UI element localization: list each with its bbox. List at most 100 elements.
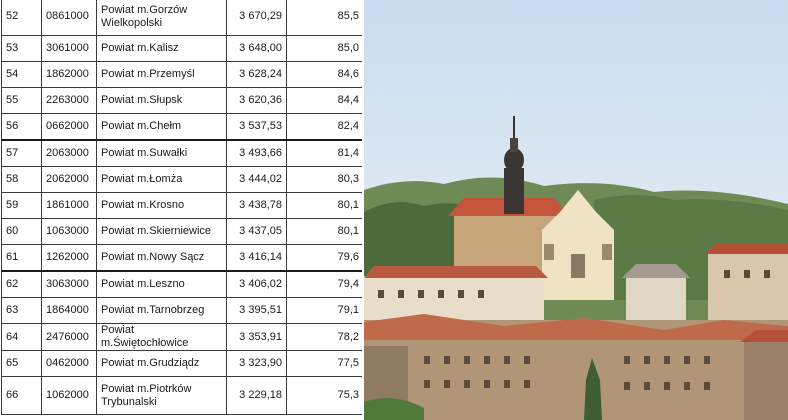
row-number: 66	[1, 376, 42, 415]
value-cell: 3 620,36	[226, 87, 287, 114]
church-window-right	[602, 244, 612, 260]
percent-cell: 85,5	[286, 0, 362, 36]
percent-cell: 84,6	[286, 61, 362, 88]
territory-code: 1864000	[41, 297, 97, 324]
value-cell: 3 406,02	[226, 270, 287, 298]
district-name: Powiat m.Słupsk	[96, 87, 227, 114]
row-number: 60	[1, 218, 42, 245]
row-number: 52	[1, 0, 42, 36]
percent-cell: 85,0	[286, 35, 362, 62]
district-name: Powiat m.Nowy Sącz	[96, 244, 227, 272]
value-cell: 3 416,14	[226, 244, 287, 272]
territory-code: 3063000	[41, 270, 97, 298]
territory-code: 1862000	[41, 61, 97, 88]
territory-code: 2263000	[41, 87, 97, 114]
territory-code: 2476000	[41, 323, 97, 351]
district-name: Powiat m.Gorzów Wielkopolski	[96, 0, 227, 36]
tower-lantern	[510, 138, 518, 152]
house-right-roof	[622, 264, 690, 278]
district-name: Powiat m.Przemyśl	[96, 61, 227, 88]
table-row: 64 2476000 Powiat m.Świętochłowice 3 353…	[1, 323, 362, 351]
table-row: 63 1864000 Powiat m.Tarnobrzeg 3 395,51 …	[1, 297, 362, 324]
table-row: 53 3061000 Powiat m.Kalisz 3 648,00 85,0	[1, 35, 362, 62]
value-cell: 3 323,90	[226, 350, 287, 377]
territory-code: 1062000	[41, 376, 97, 415]
foreground-roofs	[364, 314, 788, 340]
territory-code: 0662000	[41, 113, 97, 141]
row-number: 59	[1, 192, 42, 219]
row-number: 63	[1, 297, 42, 324]
territory-code: 3061000	[41, 35, 97, 62]
district-name: Powiat m.Skierniewice	[96, 218, 227, 245]
percent-cell: 79,6	[286, 244, 362, 272]
row-number: 56	[1, 113, 42, 141]
percent-cell: 81,4	[286, 139, 362, 167]
window-grid	[378, 270, 770, 390]
district-name: Powiat m.Świętochłowice	[96, 323, 227, 351]
territory-code: 2062000	[41, 166, 97, 193]
table-row: 60 1063000 Powiat m.Skierniewice 3 437,0…	[1, 218, 362, 245]
value-cell: 3 670,29	[226, 0, 287, 36]
church-window-left	[544, 244, 554, 260]
percent-cell: 80,1	[286, 218, 362, 245]
apartment-block	[708, 252, 788, 320]
row-number: 54	[1, 61, 42, 88]
district-name: Powiat m.Piotrków Trybunalski	[96, 376, 227, 415]
district-name: Powiat m.Leszno	[96, 270, 227, 298]
church-facade	[542, 190, 614, 300]
row-number: 58	[1, 166, 42, 193]
percent-cell: 80,3	[286, 166, 362, 193]
table-row: 55 2263000 Powiat m.Słupsk 3 620,36 84,4	[1, 87, 362, 114]
district-name: Powiat m.Grudziądz	[96, 350, 227, 377]
table-row: 57 2063000 Powiat m.Suwałki 3 493,66 81,…	[1, 139, 362, 167]
ranking-table: 52 0861000 Powiat m.Gorzów Wielkopolski …	[1, 0, 362, 415]
table-row: 61 1262000 Powiat m.Nowy Sącz 3 416,14 7…	[1, 244, 362, 272]
territory-code: 1063000	[41, 218, 97, 245]
right-corner-roof	[740, 330, 788, 342]
row-number: 61	[1, 244, 42, 272]
territory-code: 0462000	[41, 350, 97, 377]
table-row: 66 1062000 Powiat m.Piotrków Trybunalski…	[1, 376, 362, 415]
territory-code: 1262000	[41, 244, 97, 272]
foreground-bushes	[364, 398, 424, 420]
table-row: 56 0662000 Powiat m.Chełm 3 537,53 82,4	[1, 113, 362, 141]
table-row: 62 3063000 Powiat m.Leszno 3 406,02 79,4	[1, 270, 362, 298]
table-row: 65 0462000 Powiat m.Grudziądz 3 323,90 7…	[1, 350, 362, 377]
row-number: 65	[1, 350, 42, 377]
table-panel: 52 0861000 Powiat m.Gorzów Wielkopolski …	[0, 0, 362, 420]
table-row: 59 1861000 Powiat m.Krosno 3 438,78 80,1	[1, 192, 362, 219]
district-name: Powiat m.Chełm	[96, 113, 227, 141]
value-cell: 3 438,78	[226, 192, 287, 219]
church-window	[571, 254, 585, 278]
value-cell: 3 648,00	[226, 35, 287, 62]
district-name: Powiat m.Suwałki	[96, 139, 227, 167]
value-cell: 3 628,24	[226, 61, 287, 88]
percent-cell: 78,2	[286, 323, 362, 351]
percent-cell: 79,4	[286, 270, 362, 298]
table-row: 54 1862000 Powiat m.Przemyśl 3 628,24 84…	[1, 61, 362, 88]
value-cell: 3 537,53	[226, 113, 287, 141]
district-name: Powiat m.Tarnobrzeg	[96, 297, 227, 324]
town-photo-illustration	[364, 0, 788, 420]
value-cell: 3 353,91	[226, 323, 287, 351]
percent-cell: 82,4	[286, 113, 362, 141]
territory-code: 1861000	[41, 192, 97, 219]
tower-dome	[504, 148, 524, 172]
percent-cell: 77,5	[286, 350, 362, 377]
row-number: 57	[1, 139, 42, 167]
district-name: Powiat m.Krosno	[96, 192, 227, 219]
value-cell: 3 229,18	[226, 376, 287, 415]
value-cell: 3 395,51	[226, 297, 287, 324]
house-right	[626, 276, 686, 320]
value-cell: 3 437,05	[226, 218, 287, 245]
value-cell: 3 493,66	[226, 139, 287, 167]
left-houses-roof	[364, 266, 548, 278]
town-photo	[364, 0, 788, 420]
district-name: Powiat m.Łomża	[96, 166, 227, 193]
percent-cell: 80,1	[286, 192, 362, 219]
left-houses	[364, 276, 544, 320]
table-row: 52 0861000 Powiat m.Gorzów Wielkopolski …	[1, 0, 362, 36]
foreground-tree	[584, 358, 602, 420]
percent-cell: 84,4	[286, 87, 362, 114]
row-number: 55	[1, 87, 42, 114]
